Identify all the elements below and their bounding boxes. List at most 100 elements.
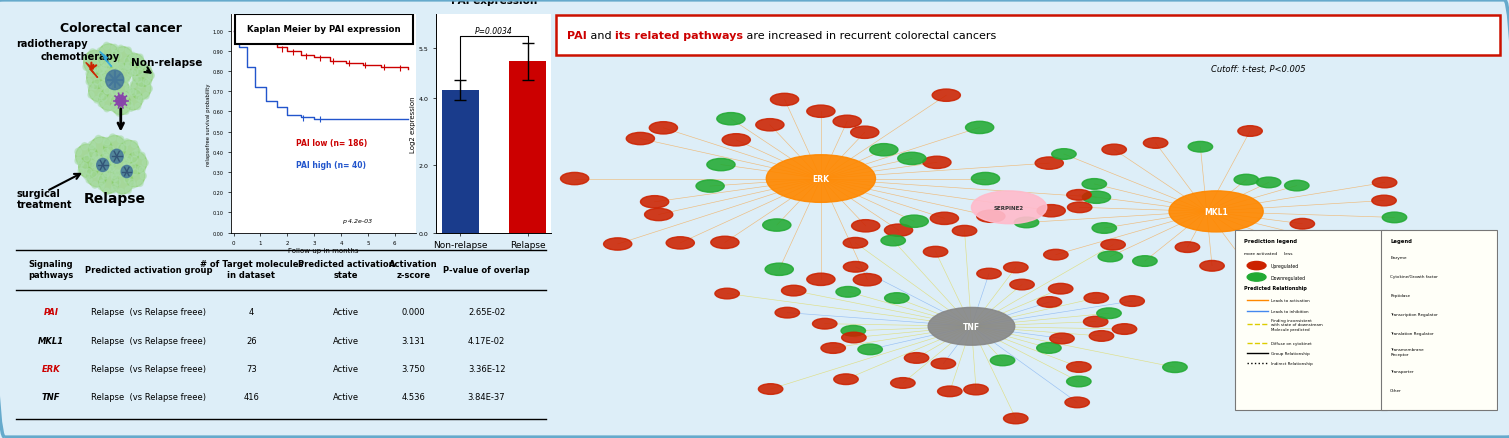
Circle shape bbox=[124, 139, 130, 146]
Circle shape bbox=[964, 384, 988, 395]
Circle shape bbox=[78, 160, 85, 167]
Circle shape bbox=[131, 151, 137, 158]
Circle shape bbox=[112, 51, 118, 58]
Circle shape bbox=[89, 70, 97, 77]
Circle shape bbox=[89, 50, 97, 57]
Circle shape bbox=[100, 82, 106, 89]
Text: Predicted activation
state: Predicted activation state bbox=[297, 260, 394, 279]
Circle shape bbox=[110, 156, 127, 175]
Circle shape bbox=[128, 88, 134, 95]
Circle shape bbox=[124, 169, 130, 176]
Text: chemotherapy: chemotherapy bbox=[41, 52, 119, 62]
Circle shape bbox=[142, 160, 148, 167]
Circle shape bbox=[115, 155, 119, 161]
Text: TNF: TNF bbox=[963, 322, 979, 331]
Circle shape bbox=[1246, 273, 1266, 282]
Circle shape bbox=[1144, 138, 1168, 149]
Circle shape bbox=[972, 191, 1047, 224]
Circle shape bbox=[1169, 191, 1263, 233]
Circle shape bbox=[122, 93, 128, 99]
Circle shape bbox=[110, 106, 116, 112]
Circle shape bbox=[130, 90, 136, 97]
Text: Transcription Regulator: Transcription Regulator bbox=[1390, 312, 1438, 316]
Circle shape bbox=[137, 82, 143, 88]
Circle shape bbox=[112, 48, 133, 70]
Circle shape bbox=[112, 90, 116, 95]
Text: Activation
z-score: Activation z-score bbox=[389, 260, 438, 279]
Circle shape bbox=[85, 173, 91, 180]
Text: 3.750: 3.750 bbox=[401, 364, 426, 373]
Circle shape bbox=[1234, 175, 1259, 186]
Circle shape bbox=[1237, 127, 1263, 137]
Circle shape bbox=[1089, 331, 1114, 342]
Circle shape bbox=[930, 213, 958, 225]
Circle shape bbox=[1044, 250, 1068, 260]
Circle shape bbox=[844, 238, 868, 248]
Circle shape bbox=[1176, 242, 1200, 253]
Text: surgical: surgical bbox=[17, 189, 60, 199]
Circle shape bbox=[1035, 158, 1064, 170]
Circle shape bbox=[101, 62, 119, 82]
Circle shape bbox=[976, 211, 1005, 223]
Circle shape bbox=[89, 151, 95, 159]
Text: Translation Regulator: Translation Regulator bbox=[1390, 331, 1434, 335]
Text: Relapse: Relapse bbox=[83, 191, 146, 205]
Circle shape bbox=[884, 293, 908, 304]
Circle shape bbox=[139, 153, 145, 159]
Circle shape bbox=[125, 48, 131, 55]
Circle shape bbox=[112, 60, 118, 67]
Circle shape bbox=[104, 171, 110, 177]
Text: Finding inconsistent
with state of downstream
Molecule predicted: Finding inconsistent with state of downs… bbox=[1271, 318, 1322, 331]
Circle shape bbox=[762, 219, 791, 232]
Circle shape bbox=[124, 177, 130, 184]
Circle shape bbox=[1052, 149, 1076, 160]
Circle shape bbox=[767, 155, 875, 203]
Circle shape bbox=[112, 45, 118, 52]
Text: its related pathways: its related pathways bbox=[614, 31, 742, 41]
Circle shape bbox=[110, 159, 115, 165]
Circle shape bbox=[1037, 297, 1062, 307]
Text: PAI: PAI bbox=[44, 307, 59, 317]
Circle shape bbox=[100, 68, 106, 74]
Circle shape bbox=[640, 196, 668, 208]
Text: Relapse  (vs Relapse freee): Relapse (vs Relapse freee) bbox=[91, 392, 207, 401]
X-axis label: Follow up in months: Follow up in months bbox=[288, 247, 359, 253]
Circle shape bbox=[130, 182, 136, 189]
Circle shape bbox=[851, 127, 878, 139]
Circle shape bbox=[103, 63, 110, 70]
Circle shape bbox=[122, 93, 128, 98]
Circle shape bbox=[966, 122, 994, 134]
Circle shape bbox=[98, 154, 115, 173]
Circle shape bbox=[1284, 181, 1308, 191]
Circle shape bbox=[1372, 178, 1397, 188]
Circle shape bbox=[92, 66, 98, 73]
Circle shape bbox=[137, 180, 143, 187]
FancyBboxPatch shape bbox=[555, 16, 1500, 56]
Circle shape bbox=[1067, 362, 1091, 372]
Circle shape bbox=[104, 136, 125, 160]
Circle shape bbox=[143, 93, 149, 100]
Circle shape bbox=[124, 109, 130, 115]
Circle shape bbox=[86, 166, 107, 187]
Circle shape bbox=[145, 66, 151, 72]
Circle shape bbox=[112, 187, 118, 194]
Circle shape bbox=[118, 145, 124, 152]
Circle shape bbox=[119, 64, 124, 69]
Circle shape bbox=[972, 173, 999, 185]
Circle shape bbox=[97, 52, 104, 59]
Circle shape bbox=[884, 225, 913, 237]
Text: Upregulated: Upregulated bbox=[1271, 264, 1299, 268]
Circle shape bbox=[128, 180, 134, 187]
Circle shape bbox=[836, 287, 860, 297]
Bar bbox=[442, 91, 478, 233]
Circle shape bbox=[976, 268, 1002, 279]
Circle shape bbox=[115, 53, 121, 60]
Circle shape bbox=[94, 79, 100, 86]
Circle shape bbox=[118, 153, 124, 160]
Circle shape bbox=[137, 55, 143, 61]
Circle shape bbox=[143, 79, 149, 85]
Circle shape bbox=[133, 77, 139, 84]
Circle shape bbox=[904, 353, 930, 364]
FancyBboxPatch shape bbox=[234, 15, 412, 45]
Circle shape bbox=[1188, 142, 1213, 153]
